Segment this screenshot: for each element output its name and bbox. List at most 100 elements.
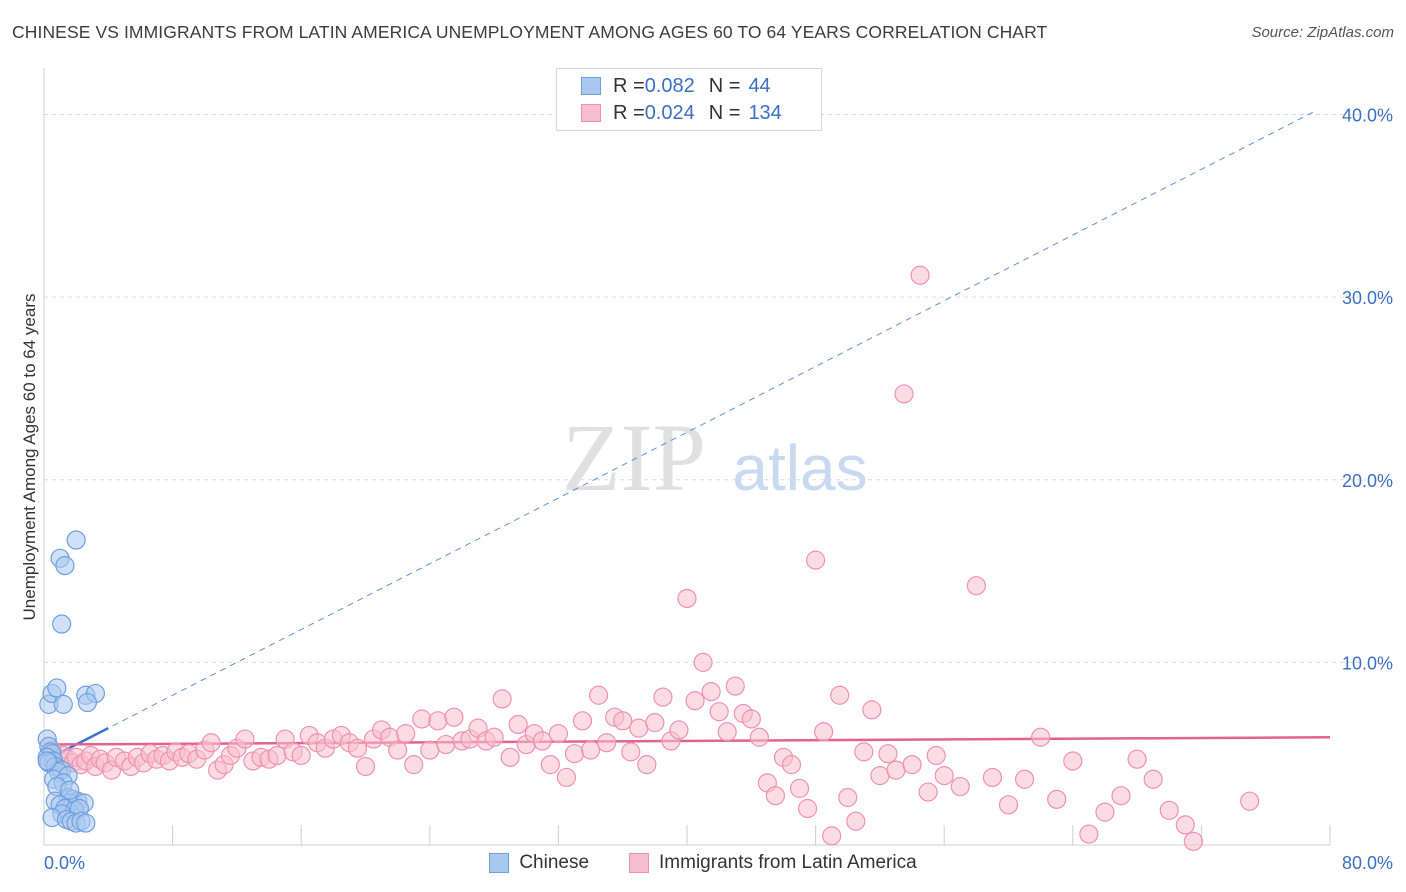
point-latin bbox=[918, 782, 938, 802]
point-latin bbox=[765, 786, 786, 806]
point-latin bbox=[725, 676, 745, 696]
point-latin bbox=[1047, 789, 1067, 809]
point-latin bbox=[396, 724, 416, 744]
point-latin bbox=[789, 778, 810, 798]
legend-swatch-chinese bbox=[489, 853, 510, 873]
point-chinese bbox=[37, 751, 57, 771]
x-tick-label: 80.0% bbox=[1342, 853, 1393, 873]
point-latin bbox=[677, 588, 697, 609]
point-latin bbox=[1079, 824, 1099, 844]
source-label: Source: ZipAtlas.com bbox=[1251, 24, 1394, 41]
n-value: 134 bbox=[748, 101, 782, 124]
point-chinese bbox=[77, 692, 98, 713]
point-latin bbox=[201, 733, 221, 753]
point-latin bbox=[629, 718, 649, 738]
point-latin bbox=[564, 744, 585, 764]
r-value: 0.082 bbox=[644, 74, 695, 97]
y-tick-label: 40.0% bbox=[1342, 106, 1393, 126]
point-latin bbox=[388, 740, 408, 760]
point-latin bbox=[1095, 802, 1115, 822]
point-latin bbox=[500, 747, 520, 767]
point-latin bbox=[894, 384, 914, 404]
r-label: R = bbox=[613, 101, 645, 124]
legend: Chinese Immigrants from Latin America bbox=[0, 852, 1406, 874]
trend-extension-chinese bbox=[43, 111, 1315, 762]
point-latin bbox=[926, 745, 946, 766]
point-latin bbox=[588, 685, 609, 705]
point-latin bbox=[1063, 751, 1083, 771]
point-latin bbox=[420, 740, 440, 760]
point-latin bbox=[822, 826, 842, 846]
point-latin bbox=[436, 734, 456, 755]
stats-row-chinese: R = 0.082 N = 44 bbox=[581, 73, 771, 99]
point-latin bbox=[862, 700, 882, 720]
point-latin bbox=[637, 755, 657, 775]
point-latin bbox=[645, 713, 665, 733]
point-latin bbox=[814, 722, 834, 742]
point-latin bbox=[267, 745, 287, 766]
y-tick-label: 20.0% bbox=[1342, 471, 1393, 491]
point-latin bbox=[910, 265, 930, 285]
point-latin bbox=[717, 722, 737, 742]
point-latin bbox=[1014, 769, 1035, 789]
point-chinese bbox=[76, 813, 96, 833]
point-chinese bbox=[52, 614, 72, 634]
point-latin bbox=[412, 709, 432, 729]
legend-item-chinese[interactable]: Chinese bbox=[489, 852, 589, 874]
point-latin bbox=[428, 711, 448, 731]
point-latin bbox=[870, 766, 890, 786]
point-latin bbox=[532, 731, 552, 751]
point-latin bbox=[749, 727, 769, 747]
point-latin bbox=[1111, 786, 1131, 806]
point-latin bbox=[1183, 831, 1203, 851]
point-latin bbox=[235, 729, 255, 749]
axes bbox=[43, 68, 1331, 846]
point-latin bbox=[669, 720, 689, 740]
legend-label-latin: Immigrants from Latin America bbox=[659, 852, 917, 873]
point-latin bbox=[950, 776, 970, 797]
point-latin bbox=[621, 742, 641, 762]
stats-row-latin: R = 0.024 N = 134 bbox=[581, 100, 782, 126]
point-latin bbox=[492, 689, 512, 709]
point-latin bbox=[830, 685, 850, 705]
r-value: 0.024 bbox=[644, 101, 695, 124]
point-latin bbox=[484, 727, 504, 747]
point-latin bbox=[982, 767, 1003, 788]
point-latin bbox=[846, 811, 866, 831]
point-latin bbox=[404, 755, 424, 775]
point-latin bbox=[902, 755, 922, 775]
chart-title: CHINESE VS IMMIGRANTS FROM LATIN AMERICA… bbox=[12, 22, 1048, 42]
latin-swatch bbox=[581, 104, 601, 122]
point-chinese bbox=[60, 780, 80, 800]
point-latin bbox=[508, 714, 528, 735]
n-value: 44 bbox=[748, 74, 771, 97]
y-tick-label: 10.0% bbox=[1342, 653, 1393, 673]
r-label: R = bbox=[613, 74, 645, 97]
point-latin bbox=[886, 760, 906, 780]
point-latin bbox=[1031, 727, 1051, 747]
stats-box: R = 0.082 N = 44 R = 0.024 N = 134 bbox=[556, 68, 822, 131]
trend-line-latin bbox=[43, 736, 1331, 746]
point-latin bbox=[805, 550, 826, 570]
legend-item-latin[interactable]: Immigrants from Latin America bbox=[629, 852, 917, 874]
point-chinese bbox=[47, 678, 67, 698]
point-latin bbox=[548, 724, 569, 744]
point-latin bbox=[580, 740, 601, 760]
point-latin bbox=[781, 755, 802, 775]
point-latin bbox=[998, 795, 1019, 815]
legend-swatch-latin bbox=[629, 853, 650, 873]
point-latin bbox=[934, 766, 954, 786]
point-latin bbox=[693, 652, 713, 672]
point-latin bbox=[444, 707, 464, 727]
point-latin bbox=[709, 702, 729, 722]
point-latin bbox=[347, 738, 368, 758]
point-latin bbox=[1159, 800, 1179, 820]
point-chinese bbox=[66, 530, 86, 550]
y-axis-label: Unemployment Among Ages 60 to 64 years bbox=[20, 294, 39, 621]
point-latin bbox=[797, 798, 818, 819]
point-latin bbox=[854, 742, 874, 762]
point-latin bbox=[597, 733, 617, 753]
point-latin bbox=[1240, 791, 1260, 811]
point-latin bbox=[355, 756, 376, 777]
point-latin bbox=[572, 711, 593, 731]
